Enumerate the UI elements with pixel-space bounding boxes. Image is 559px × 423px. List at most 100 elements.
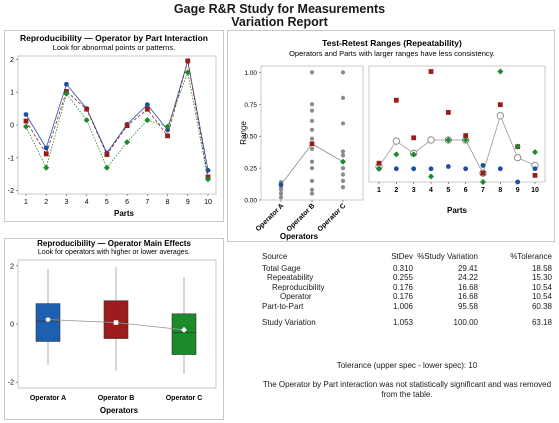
stdev-cell: 1.053 (392, 318, 413, 328)
range-point (340, 70, 346, 75)
series-line (25, 60, 209, 177)
operator-tick-label: Operator A (30, 395, 66, 402)
main-effects-title: Reproducibility — Operator Main Effects (37, 239, 191, 248)
x-tick-label: 6 (125, 199, 129, 206)
data-point (43, 145, 49, 151)
x-tick-label: 3 (412, 187, 416, 194)
range-point (480, 170, 486, 176)
tolerance-cell: 63.18 (531, 318, 552, 328)
range-point (376, 165, 382, 172)
range-point (463, 133, 469, 138)
table-row: Total Gage 0.310 29.41 18.58 (262, 264, 552, 273)
interaction-subtitle: Look for abnormal points or patterns. (53, 43, 176, 52)
range-point (309, 127, 315, 132)
range-point (309, 118, 315, 123)
range-point (445, 110, 451, 115)
range-point (393, 151, 400, 158)
table-row: Operator 0.176 16.68 10.54 (262, 292, 552, 301)
range-point (340, 95, 346, 101)
x-tick-label: 1 (377, 187, 381, 194)
y-tick-label: 1 (10, 90, 14, 97)
range-point (497, 102, 503, 108)
data-point (43, 151, 49, 157)
tolerance-cell: 18.58 (531, 264, 552, 273)
data-point (144, 117, 151, 124)
data-point (184, 69, 191, 76)
source-cell: Study Variation (262, 318, 316, 328)
x-tick-label: 9 (516, 187, 520, 194)
data-point (83, 117, 90, 124)
range-point (480, 163, 486, 168)
main-effects-chart: Reproducibility — Operator Main Effects … (8, 239, 217, 415)
box (35, 303, 61, 342)
data-point (205, 167, 211, 173)
stdev-cell: 0.176 (392, 282, 413, 292)
stdev-cell: 0.255 (392, 273, 413, 283)
series-line (25, 70, 209, 180)
table-row: Study Variation 1.053 100.00 63.18 (262, 318, 552, 327)
x-tick-label: 9 (186, 199, 190, 206)
x-tick-label: 5 (105, 199, 109, 206)
y-tick-label: 2 (10, 57, 14, 64)
mean-connector (280, 143, 313, 185)
range-point (462, 137, 469, 144)
operator-mean-marker (278, 182, 284, 188)
source-cell: Repeatability (267, 273, 314, 283)
operator-tick-label: Operator A (255, 202, 286, 233)
range-point (309, 187, 315, 192)
repeatability-title: Test-Retest Ranges (Repeatability) (322, 38, 462, 48)
part-mean-marker (514, 154, 522, 162)
y-tick-label: -2 (8, 188, 14, 195)
data-point (43, 164, 50, 171)
operators-xlabel: Operators (280, 232, 319, 241)
box (103, 300, 129, 339)
source-cell: Reproducibility (272, 282, 325, 292)
operator-mean-marker (309, 141, 315, 147)
range-point (514, 143, 521, 150)
study-variation-cell: 16.68 (457, 292, 478, 302)
operator-mean-marker (340, 158, 346, 165)
range-point (278, 195, 284, 200)
x-tick-label: 5 (446, 187, 450, 194)
header-tolerance: %Tolerance (510, 252, 552, 261)
parts-plot-frame (368, 65, 546, 183)
range-point (532, 172, 538, 178)
data-point (164, 123, 171, 130)
range-point (340, 172, 346, 177)
table-body: Total Gage 0.310 29.41 18.58 Repeatability 0.… (262, 264, 552, 327)
repeatability-chart: Test-Retest Ranges (Repeatability) Opera… (239, 38, 546, 241)
range-point (340, 149, 346, 154)
stdev-cell: 1.006 (392, 301, 413, 311)
range-point (428, 69, 434, 74)
range-point (410, 151, 417, 158)
range-point (428, 173, 434, 180)
repeatability-panel (227, 30, 555, 242)
x-tick-label: 8 (166, 199, 170, 206)
x-tick-label: 3 (64, 199, 68, 206)
header-source: Source (262, 252, 288, 261)
table-row: Reproducibility 0.176 16.68 10.54 (262, 283, 552, 292)
range-point (309, 159, 315, 164)
range-point (393, 97, 399, 103)
stdev-cell: 0.310 (392, 264, 413, 273)
range-point (532, 166, 538, 172)
range-point (445, 164, 451, 169)
tolerance-note: Tolerance (upper spec - lower spec): 10 (336, 361, 478, 370)
range-point (445, 137, 452, 144)
data-point (124, 139, 131, 146)
range-point (309, 136, 315, 141)
header-stdev: StDev (391, 252, 413, 261)
y-tick-label: -2 (8, 380, 14, 387)
x-tick-label: 7 (481, 187, 485, 194)
range-point (309, 70, 315, 75)
range-point (340, 153, 346, 158)
x-tick-label: 1 (24, 199, 28, 206)
source-cell: Part-to-Part (262, 301, 304, 311)
study-variation-cell: 24.22 (457, 273, 478, 283)
y-tick-label: 0 (10, 322, 14, 329)
data-point (64, 81, 69, 87)
operator-tick-label: Operator B (286, 202, 317, 233)
mean-connector (47, 319, 117, 323)
report-subtitle: Variation Report (231, 15, 328, 29)
data-point (104, 152, 110, 157)
